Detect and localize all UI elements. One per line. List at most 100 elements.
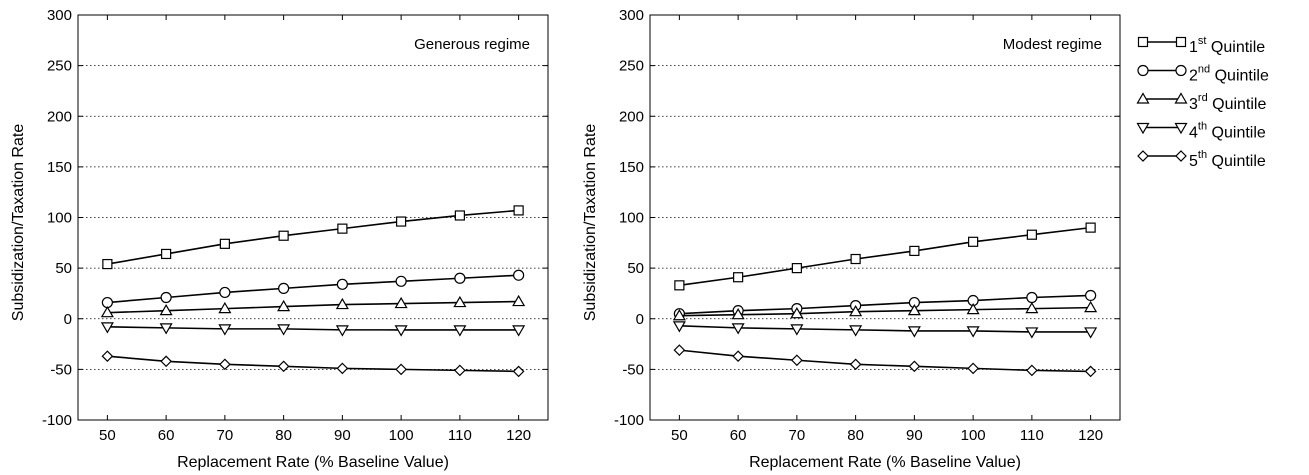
data-point <box>1026 229 1037 240</box>
chart-panel-1: -100 -50 0 50 100 150 200 250 300 50 60 70 80 90 100 11… <box>10 7 549 471</box>
y-tick-label: 0 <box>64 311 72 328</box>
regime-annotation: Modest regime <box>1003 36 1102 53</box>
x-tick-label: 90 <box>906 427 923 444</box>
x-tick-label: 120 <box>1078 427 1103 444</box>
data-point <box>278 230 289 241</box>
series-line <box>107 274 519 304</box>
y-tick-label: 300 <box>47 7 72 24</box>
y-tick-label: -100 <box>42 412 72 429</box>
data-point <box>219 358 231 371</box>
y-axis-label: Subsidization/Taxation Rate <box>10 124 27 322</box>
data-point <box>1084 365 1097 378</box>
data-point <box>791 354 803 367</box>
plot-frame <box>649 14 1121 421</box>
data-point <box>1026 291 1038 304</box>
x-tick-label: 120 <box>506 427 531 444</box>
data-point <box>219 286 231 299</box>
x-tick-label: 60 <box>158 427 175 444</box>
legend-item: 4th Quintile <box>1136 121 1266 142</box>
series-line <box>107 355 519 373</box>
x-tick-label: 50 <box>99 427 116 444</box>
legend-marker <box>1137 150 1149 162</box>
series-line <box>679 306 1091 317</box>
legend-marker <box>1175 64 1187 77</box>
data-point <box>277 324 291 336</box>
data-point <box>513 269 525 281</box>
data-point <box>159 323 173 335</box>
data-point <box>512 294 526 307</box>
y-tick-label: 50 <box>55 260 72 277</box>
data-point <box>907 303 921 316</box>
legend-label: 3rd Quintile <box>1189 92 1266 113</box>
data-point <box>1026 364 1038 377</box>
data-point <box>100 305 114 318</box>
data-point <box>453 295 467 308</box>
data-point <box>1084 327 1098 339</box>
x-tick-label: 70 <box>789 427 806 444</box>
series-quintile-1 <box>674 222 1096 291</box>
series-quintile-5 <box>101 350 525 378</box>
legend-marker <box>1175 36 1187 48</box>
data-point <box>790 306 804 319</box>
data-point <box>966 326 980 338</box>
data-point <box>732 350 744 363</box>
legend-item: 2nd Quintile <box>1137 64 1269 85</box>
x-tick-label: 110 <box>1020 427 1044 444</box>
series-line <box>679 349 1091 373</box>
data-point <box>673 344 686 356</box>
data-point <box>968 236 979 247</box>
data-point <box>672 309 686 321</box>
data-point <box>674 280 685 291</box>
y-tick-label: 300 <box>619 7 644 24</box>
x-axis-label: Replacement Rate (% Baseline Value) <box>749 454 1021 471</box>
data-point <box>453 325 467 337</box>
y-tick-label: 100 <box>47 210 72 227</box>
data-point <box>454 364 466 377</box>
data-point <box>512 325 526 337</box>
y-tick-label: 150 <box>619 159 644 176</box>
legend-item: 3rd Quintile <box>1136 92 1266 113</box>
data-point <box>454 272 466 284</box>
series-quintile-4 <box>100 322 526 337</box>
data-point <box>159 303 173 316</box>
data-point <box>336 362 349 375</box>
series-line <box>107 209 519 265</box>
legend-label: 1st Quintile <box>1189 35 1265 56</box>
x-tick-label: 90 <box>334 427 351 444</box>
data-point <box>102 258 113 270</box>
y-tick-label: 250 <box>47 58 72 75</box>
x-tick-label: 100 <box>961 427 986 444</box>
legend-label: 5th Quintile <box>1189 149 1266 170</box>
data-point <box>337 223 348 234</box>
data-point <box>395 275 407 287</box>
data-point <box>277 360 290 373</box>
data-point <box>161 248 172 260</box>
data-point <box>395 363 407 376</box>
data-point <box>672 321 686 333</box>
legend-marker <box>1174 122 1188 135</box>
y-tick-label: 50 <box>627 260 644 277</box>
series-quintile-3 <box>672 300 1098 321</box>
series-quintile-2 <box>101 269 525 309</box>
data-point <box>335 325 349 337</box>
y-axis-label: Subsidization/Taxation Rate <box>582 124 599 322</box>
data-point <box>335 297 349 310</box>
data-point <box>1084 300 1098 313</box>
x-tick-label: 80 <box>275 427 292 444</box>
data-point <box>513 205 524 216</box>
legend-label: 4th Quintile <box>1189 121 1266 142</box>
data-point <box>160 355 172 368</box>
x-tick-label: 70 <box>217 427 234 444</box>
y-tick-label: -50 <box>50 361 72 378</box>
data-point <box>394 325 408 337</box>
x-tick-label: 50 <box>671 427 688 444</box>
series-quintile-3 <box>100 294 526 318</box>
data-point <box>394 296 408 309</box>
series-line <box>107 326 519 331</box>
series-quintile-1 <box>102 205 524 270</box>
series-line <box>107 300 519 314</box>
data-point <box>907 326 921 338</box>
data-point <box>849 358 862 371</box>
series-line <box>679 294 1091 315</box>
